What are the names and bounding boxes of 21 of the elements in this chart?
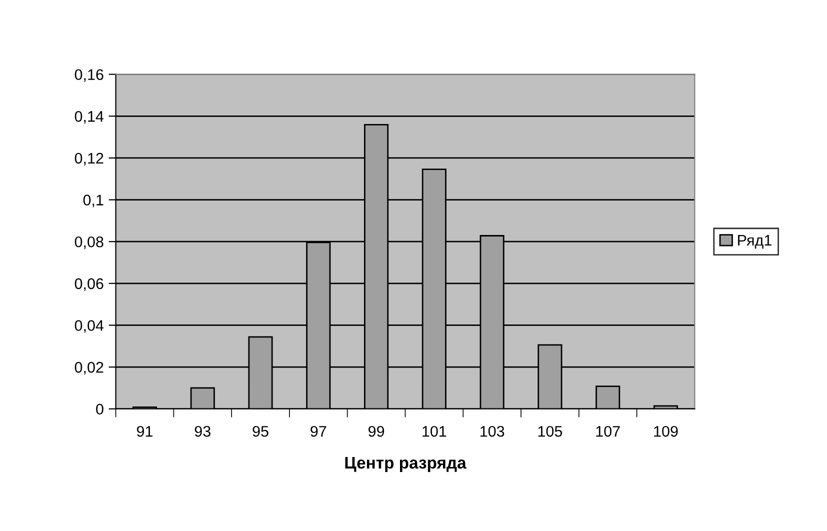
x-tick-label: 103	[480, 426, 504, 437]
y-tick-label: 0,04	[74, 320, 104, 333]
legend-label: Ряд1	[738, 235, 772, 249]
x-tick-label: 107	[596, 426, 620, 437]
y-tick-label: 0,06	[74, 278, 104, 291]
x-tick-label: 105	[538, 426, 562, 437]
x-axis-title: Центр разряда	[345, 457, 466, 472]
x-tick-label: 93	[194, 426, 210, 437]
x-tick-label: 101	[422, 426, 446, 437]
x-tick-label: 99	[368, 426, 384, 437]
y-tick-label: 0,08	[74, 236, 104, 250]
x-tick-label: 95	[252, 426, 268, 437]
x-tick-label: 109	[654, 426, 678, 437]
y-tick-label: 0	[96, 404, 104, 415]
y-tick-label: 0,12	[74, 152, 104, 166]
y-tick-label: 0,16	[74, 69, 104, 82]
y-tick-label: 0,02	[74, 362, 104, 375]
x-tick-label: 91	[136, 426, 152, 437]
y-tick-label: 0,14	[74, 111, 104, 124]
x-tick-label: 97	[310, 426, 326, 437]
y-tick-label: 0,1	[83, 194, 104, 208]
